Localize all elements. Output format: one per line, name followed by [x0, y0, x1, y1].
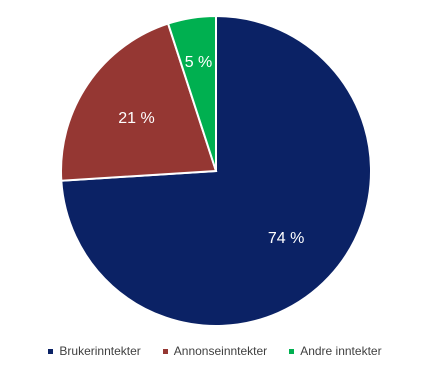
legend-swatch-annonseinntekter: [162, 348, 168, 354]
legend-item-brukerinntekter: Brukerinntekter: [48, 344, 141, 358]
pie-slices: [60, 14, 372, 327]
legend-label-andre-inntekter: Andre inntekter: [300, 344, 382, 358]
legend-swatch-andre-inntekter: [289, 348, 295, 354]
legend-item-andre-inntekter: Andre inntekter: [289, 344, 382, 358]
pie-label-andre-inntekter: 5 %: [185, 54, 213, 71]
chart-legend: Brukerinntekter Annonseinntekter Andre i…: [0, 341, 430, 361]
legend-label-brukerinntekter: Brukerinntekter: [59, 344, 141, 358]
pie-data-labels: 74 % 21 % 5 %: [118, 54, 304, 247]
legend-item-annonseinntekter: Annonseinntekter: [162, 344, 268, 358]
pie-slice-annonseinntekter: [60, 22, 218, 182]
legend-swatch-brukerinntekter: [48, 348, 54, 354]
pie-chart: 74 % 21 % 5 %: [60, 14, 372, 327]
pie-slice-andre-inntekter: [166, 14, 217, 172]
pie-label-brukerinntekter: 74 %: [268, 230, 304, 247]
pie-label-annonseinntekter: 21 %: [118, 110, 154, 127]
legend-label-annonseinntekter: Annonseinntekter: [173, 344, 268, 358]
